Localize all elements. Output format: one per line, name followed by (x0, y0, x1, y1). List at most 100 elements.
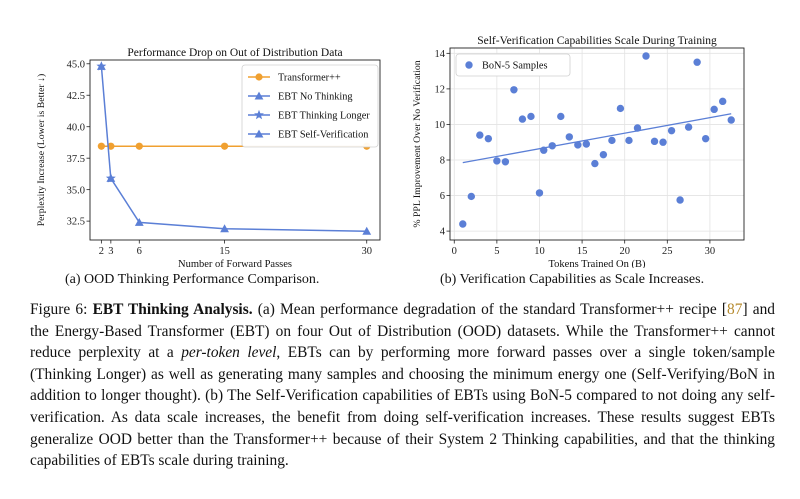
scatter-point (476, 131, 484, 139)
scatter-point (565, 133, 574, 141)
scatter-point (484, 134, 493, 143)
citation-link[interactable]: 87 (727, 301, 743, 318)
chart-title: Self-Verification Capabilities Scale Dur… (477, 35, 717, 47)
subcaption-a: (a) OOD Thinking Performance Comparison. (65, 272, 320, 287)
data-point (220, 142, 229, 150)
x-tick-label: 10 (534, 246, 545, 257)
x-axis-label: Number of Forward Passes (178, 259, 292, 268)
legend-label: BoN-5 Samples (482, 61, 548, 72)
data-point (97, 142, 105, 150)
y-tick-label: 4 (440, 227, 446, 238)
scatter-point (548, 142, 556, 150)
x-tick-label: 30 (361, 246, 372, 257)
data-point (220, 224, 229, 233)
figure-caption: Figure 6: EBT Thinking Analysis. (a) Mea… (30, 299, 775, 472)
scatter-point (574, 141, 582, 149)
scatter-point (616, 104, 625, 113)
scatter-point (693, 58, 701, 66)
y-tick-label: 42.5 (67, 91, 85, 102)
y-tick-label: 14 (435, 49, 446, 60)
x-tick-label: 5 (494, 246, 499, 257)
scatter-point (710, 105, 718, 114)
plot-frame (449, 47, 745, 241)
scatter-point (518, 115, 527, 123)
legend-label: Transformer++ (278, 73, 341, 84)
y-tick-label: 40.0 (67, 122, 85, 133)
x-tick-label: 15 (577, 246, 588, 257)
y-axis-label: % PPL Improvement Over No Verification (412, 60, 423, 227)
scatter-point (676, 196, 684, 204)
caption-text-2: ] and the Energy-Based Transformer (EBT)… (30, 301, 775, 362)
series-line (110, 177, 367, 232)
y-tick-label: 12 (435, 84, 446, 95)
scatter-point (659, 138, 667, 146)
legend-box (455, 53, 571, 77)
series-line (100, 66, 112, 179)
scatter-point (591, 159, 599, 168)
scatter-point (540, 146, 548, 154)
scatter-point (701, 134, 710, 143)
data-point (107, 142, 115, 150)
legend-marker (254, 91, 264, 100)
x-tick-label: 20 (619, 246, 630, 257)
scatter-point (718, 97, 727, 106)
data-point (362, 226, 372, 235)
legend-label: EBT Thinking Longer (278, 111, 370, 122)
legend-label: EBT Self-Verification (278, 130, 368, 141)
x-tick-label: 2 (99, 246, 104, 257)
scatter-point (467, 192, 476, 201)
x-tick-label: 15 (219, 246, 230, 257)
y-tick-label: 8 (440, 156, 445, 167)
scatter-point (527, 112, 535, 121)
x-tick-label: 25 (662, 246, 673, 257)
legend-marker (254, 129, 264, 138)
scatter-point (510, 86, 518, 94)
y-tick-label: 37.5 (67, 154, 85, 165)
caption-text-3: , EBTs can by performing more forward pa… (30, 344, 775, 470)
x-tick-label: 30 (705, 246, 716, 257)
trend-line (462, 113, 732, 164)
chart-title: Performance Drop on Out of Distribution … (127, 47, 342, 59)
y-axis-label: Perplexity Increase (Lower is Better ↓) (36, 74, 47, 227)
scatter-point (599, 150, 608, 159)
scatter-point (501, 158, 510, 166)
x-tick-label: 6 (137, 246, 142, 257)
scatter-point (557, 112, 565, 121)
y-tick-label: 32.5 (67, 217, 85, 228)
scatter-point (625, 136, 633, 145)
plot-frame (89, 59, 381, 241)
x-tick-label: 0 (452, 246, 457, 257)
scatter-point (727, 116, 735, 124)
subcaption-b: (b) Verification Capabilities as Scale I… (440, 272, 705, 287)
y-tick-label: 35.0 (67, 185, 85, 196)
chart-ood-performance: 2 3 6 15 30 32.5 35.0 37.5 40.0 42.5 45.0 Performan… (36, 47, 381, 268)
scatter-point (667, 126, 676, 135)
scatter-point (582, 140, 591, 148)
legend-marker (254, 109, 264, 120)
figure-label: Figure 6: (30, 301, 88, 318)
legend-marker (465, 61, 473, 69)
data-point (134, 217, 144, 226)
legend-label: EBT No Thinking (278, 92, 353, 103)
scatter-point (650, 137, 659, 146)
caption-title: EBT Thinking Analysis. (92, 301, 253, 318)
caption-italic: per-token level (181, 344, 277, 362)
scatter-point (684, 123, 693, 131)
scatter-point (493, 157, 501, 165)
legend-box (241, 64, 379, 148)
x-axis-label: Tokens Trained On (B) (549, 259, 646, 268)
legend-marker (255, 73, 263, 81)
caption-text-1: (a) Mean performance degradation of the … (257, 301, 728, 318)
y-tick-label: 10 (435, 120, 446, 131)
data-point (105, 173, 116, 183)
scatter-point (633, 124, 642, 132)
x-tick-label: 3 (108, 246, 113, 257)
data-point (135, 142, 143, 150)
scatter-point (459, 220, 467, 228)
y-tick-label: 6 (440, 191, 445, 202)
data-point (96, 61, 106, 70)
scatter-point (535, 189, 544, 197)
scatter-point (642, 52, 650, 60)
scatter-point (608, 136, 616, 145)
